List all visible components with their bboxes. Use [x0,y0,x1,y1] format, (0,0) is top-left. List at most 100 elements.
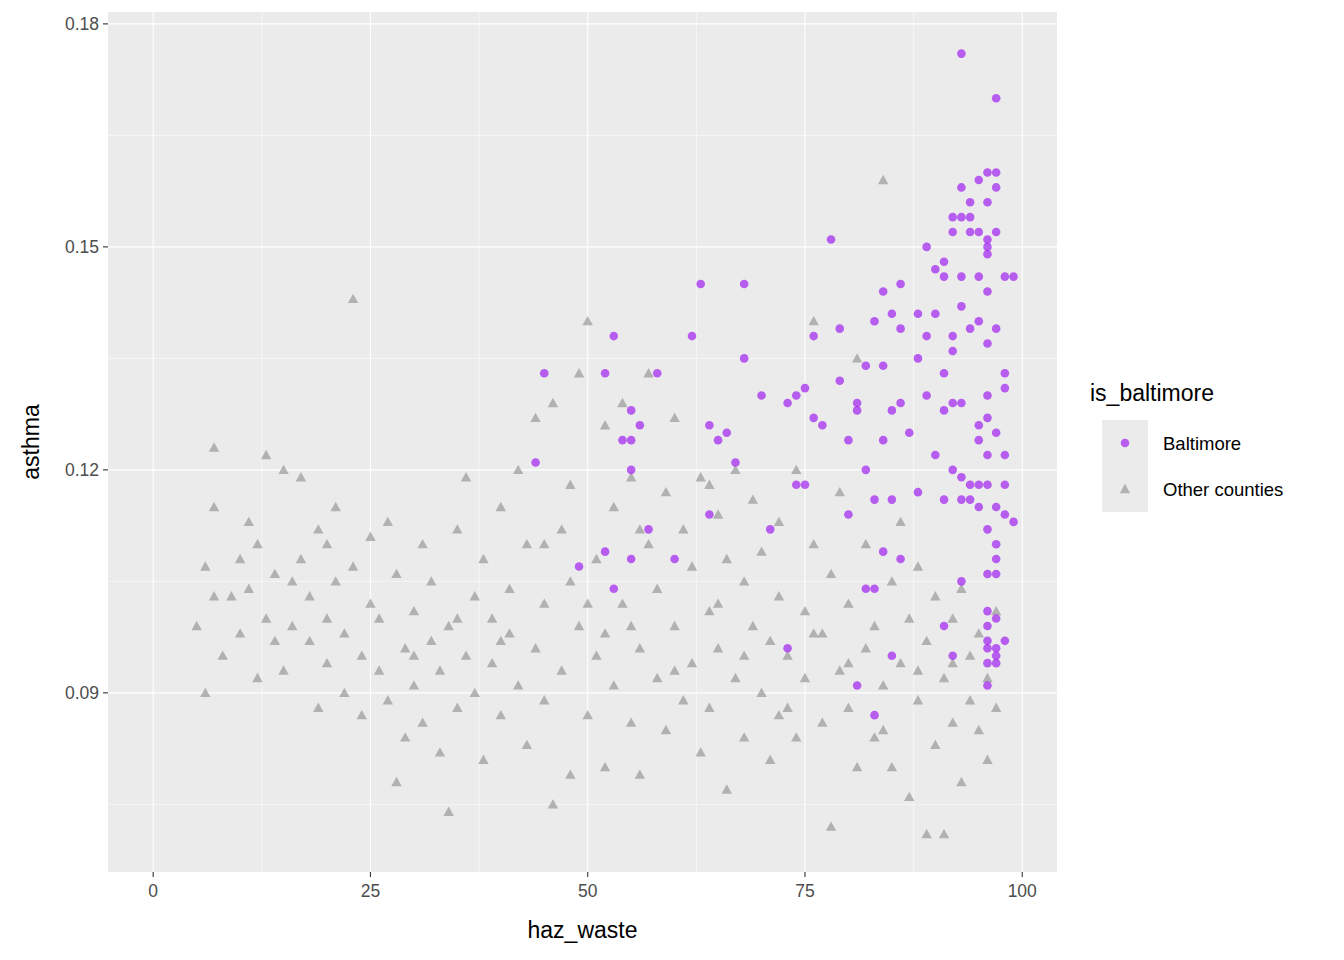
point [888,651,897,660]
point [635,769,645,778]
point [330,576,340,585]
point [713,598,723,607]
point [209,591,219,600]
y-tick-label: 0.12 [65,460,99,480]
point [374,665,384,674]
point [809,332,818,341]
point [888,495,897,504]
point [878,680,888,689]
point [1001,637,1010,646]
point [992,555,1001,564]
point [722,428,731,437]
point [348,561,358,570]
point [626,621,636,630]
point [653,369,662,378]
point [939,673,949,682]
point [626,717,636,726]
point [600,420,610,429]
point [957,183,966,192]
y-tick-label: 0.18 [65,14,99,34]
point [974,436,983,445]
point [695,747,705,756]
point [957,213,966,222]
point [705,510,714,519]
point [783,399,792,408]
point [957,495,966,504]
point [470,591,480,600]
point [983,480,992,489]
point [992,503,1001,512]
point [261,450,271,459]
point [601,547,610,556]
point [869,732,879,741]
point [740,280,749,289]
point [983,168,992,177]
point [809,414,818,423]
point [939,829,949,838]
legend-key [1102,420,1148,466]
point [774,591,784,600]
point [766,525,775,534]
grid-line [108,246,1057,247]
point [862,585,871,594]
point [948,651,957,660]
point [296,472,306,481]
point [583,316,593,325]
point [957,577,966,586]
point [669,621,679,630]
point [739,576,749,585]
y-tick [103,246,108,247]
point [844,510,853,519]
point [191,621,201,630]
point [714,436,723,445]
point [740,354,749,363]
point [843,703,853,712]
point [705,421,714,430]
y-tick-label: 0.15 [65,237,99,257]
point [991,703,1001,712]
point [991,606,1001,615]
point [817,628,827,637]
point [383,695,393,704]
point [914,354,923,363]
minor-grid-line [261,12,262,872]
point [913,695,923,704]
point [627,436,636,445]
point [417,717,427,726]
point [983,659,992,668]
point [983,451,992,460]
point [852,762,862,771]
point [895,658,905,667]
point [853,406,862,415]
y-tick [103,23,108,24]
point [636,421,645,430]
minor-grid-line [696,12,697,872]
point [791,732,801,741]
x-tick [1022,872,1023,877]
grid-line [587,12,588,872]
point [539,695,549,704]
y-axis-title: asthma [18,404,44,480]
point [322,613,332,622]
point [931,309,940,318]
point [304,636,314,645]
point [983,198,992,207]
grid-line [1022,12,1023,872]
point [957,272,966,281]
point [426,636,436,645]
points [191,49,1017,838]
point [879,547,888,556]
point [644,525,653,534]
point [800,673,810,682]
point [774,517,784,526]
point [913,561,923,570]
point [966,228,975,237]
point [435,747,445,756]
point [478,554,488,563]
point [948,717,958,726]
point [992,614,1001,623]
point [983,570,992,579]
point [931,265,940,274]
point [895,517,905,526]
minor-grid-line [108,804,1057,805]
